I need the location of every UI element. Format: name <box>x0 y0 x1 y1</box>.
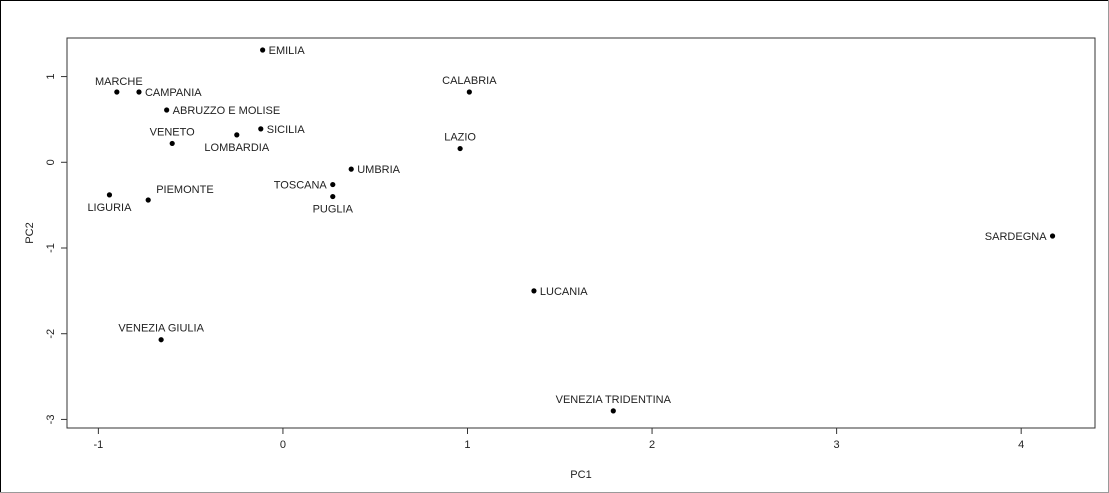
data-point <box>1049 233 1056 239</box>
x-tick-label: 3 <box>834 439 840 451</box>
point-label: TOSCANA <box>274 180 328 192</box>
y-tick-label: -1 <box>45 243 57 253</box>
point-label: CAMPANIA <box>145 87 202 99</box>
y-tick-label: 0 <box>45 159 57 165</box>
point-label: MARCHE <box>95 76 143 88</box>
x-tick-label: 2 <box>649 439 655 451</box>
y-axis-label: PC2 <box>24 222 36 243</box>
data-point <box>158 337 164 343</box>
point-label: PIEMONTE <box>156 184 213 196</box>
data-point <box>348 166 354 172</box>
data-point <box>330 193 336 200</box>
x-tick-label: 0 <box>280 439 286 451</box>
point-label: LIGURIA <box>87 202 132 214</box>
point-label: EMILIA <box>269 45 306 57</box>
data-point <box>330 181 336 188</box>
point-label: SICILIA <box>267 124 306 136</box>
point-label: VENEZIA GIULIA <box>118 323 204 335</box>
data-point <box>258 126 264 132</box>
point-label: UMBRIA <box>357 164 400 176</box>
x-axis-label: PC1 <box>570 469 591 481</box>
point-label: LAZIO <box>444 132 476 144</box>
point-label: LUCANIA <box>540 286 588 298</box>
data-point <box>531 288 537 294</box>
data-point <box>260 47 266 53</box>
y-tick-label: 1 <box>45 74 57 80</box>
point-label: VENEZIA TRIDENTINA <box>556 394 672 406</box>
data-point <box>169 140 175 147</box>
data-point <box>145 197 151 203</box>
x-tick-label: 1 <box>464 439 470 451</box>
data-point <box>114 89 120 95</box>
point-label: ABRUZZO E MOLISE <box>173 105 281 117</box>
y-tick-label: -2 <box>45 329 57 339</box>
data-point <box>610 408 616 414</box>
plot-box <box>66 37 1096 429</box>
point-label: VENETO <box>150 126 195 138</box>
point-label: SARDEGNA <box>985 231 1047 243</box>
point-label: PUGLIA <box>313 204 354 216</box>
x-axis: -1 0 1 2 3 4 <box>93 428 1024 451</box>
data-point <box>164 107 170 113</box>
data-point <box>234 132 240 138</box>
x-tick-label: 4 <box>1018 439 1024 451</box>
data-point <box>136 89 142 95</box>
y-tick-label: -3 <box>45 415 57 425</box>
point-label: CALABRIA <box>442 75 497 87</box>
y-axis: -3 -2 -1 0 1 <box>45 74 67 425</box>
x-tick-label: -1 <box>93 439 103 451</box>
point-label: LOMBARDIA <box>204 142 269 154</box>
data-point <box>457 145 463 152</box>
data-point <box>106 192 113 198</box>
data-point <box>466 89 472 95</box>
